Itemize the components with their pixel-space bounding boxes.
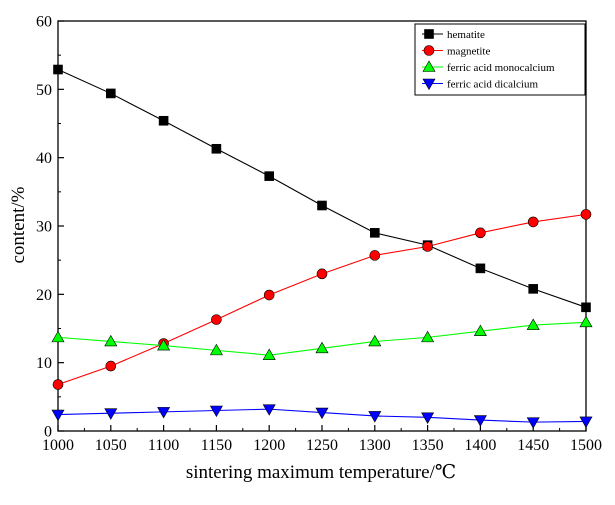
data-point-magnetite bbox=[316, 268, 328, 280]
x-tick-label: 1450 bbox=[517, 437, 549, 454]
x-tick-label: 1050 bbox=[95, 437, 127, 454]
legend-item: hematite bbox=[422, 29, 485, 41]
y-tick-label: 30 bbox=[36, 219, 52, 236]
data-point-ferric-acid-monocalcium bbox=[368, 334, 382, 347]
data-point-magnetite bbox=[52, 379, 64, 390]
data-point-magnetite bbox=[422, 241, 433, 252]
data-point-magnetite bbox=[105, 360, 117, 372]
x-tick-label: 1500 bbox=[570, 437, 602, 454]
legend-marker bbox=[422, 78, 436, 91]
legend-item: ferric acid monocalcium bbox=[422, 60, 555, 74]
data-point-hematite bbox=[475, 263, 486, 274]
data-point-ferric-acid-monocalcium bbox=[473, 324, 487, 337]
data-point-ferric-acid-dicalcium bbox=[315, 407, 329, 420]
x-tick-label: 1000 bbox=[42, 437, 74, 454]
y-tick-label: 60 bbox=[36, 14, 52, 31]
y-axis-title: content/% bbox=[8, 186, 29, 263]
data-point-hematite bbox=[264, 171, 275, 181]
data-point-ferric-acid-dicalcium bbox=[579, 416, 593, 429]
data-point-ferric-acid-dicalcium bbox=[526, 417, 540, 429]
data-point-ferric-acid-dicalcium bbox=[421, 412, 435, 424]
legend-marker bbox=[422, 60, 436, 72]
data-point-magnetite bbox=[369, 250, 381, 261]
x-tick-label: 1150 bbox=[201, 437, 232, 454]
x-axis-title: sintering maximum temperature/℃ bbox=[186, 462, 456, 483]
data-point-hematite bbox=[581, 302, 591, 313]
y-tick-label: 0 bbox=[44, 424, 52, 441]
series-ferric-acid-monocalcium bbox=[51, 315, 593, 360]
data-point-ferric-acid-monocalcium bbox=[526, 318, 540, 330]
y-tick-label: 10 bbox=[36, 355, 52, 372]
series-ferric-acid-dicalcium bbox=[51, 404, 593, 429]
legend-label: magnetite bbox=[447, 46, 490, 58]
x-tick-label: 1250 bbox=[306, 437, 338, 454]
data-point-ferric-acid-dicalcium bbox=[157, 407, 171, 419]
data-point-ferric-acid-monocalcium bbox=[51, 330, 65, 343]
legend-marker bbox=[424, 29, 434, 39]
data-point-magnetite bbox=[527, 216, 539, 228]
y-tick-label: 40 bbox=[36, 150, 52, 167]
y-tick-label: 20 bbox=[36, 287, 52, 304]
data-point-ferric-acid-monocalcium bbox=[104, 334, 118, 347]
legend-box bbox=[414, 23, 586, 96]
series-magnetite bbox=[52, 209, 592, 390]
data-point-hematite bbox=[528, 284, 539, 294]
data-point-ferric-acid-dicalcium bbox=[473, 415, 487, 427]
legend-label: hematite bbox=[447, 29, 485, 41]
data-point-ferric-acid-monocalcium bbox=[421, 330, 435, 343]
legend-item: magnetite bbox=[422, 45, 490, 58]
data-point-ferric-acid-monocalcium bbox=[579, 315, 593, 328]
data-point-ferric-acid-dicalcium bbox=[209, 405, 223, 418]
legend-marker bbox=[423, 45, 435, 56]
data-point-hematite bbox=[53, 64, 63, 75]
data-point-ferric-acid-dicalcium bbox=[51, 409, 65, 422]
x-tick-label: 1200 bbox=[253, 437, 285, 454]
x-tick-label: 1400 bbox=[464, 437, 496, 454]
data-point-hematite bbox=[369, 228, 380, 238]
y-tick-label: 50 bbox=[36, 82, 52, 99]
x-tick-label: 1300 bbox=[359, 437, 391, 454]
x-tick-label: 1350 bbox=[412, 437, 444, 454]
data-point-ferric-acid-dicalcium bbox=[104, 408, 118, 420]
data-point-ferric-acid-monocalcium bbox=[315, 341, 329, 354]
x-tick-label: 1100 bbox=[148, 437, 179, 454]
data-point-magnetite bbox=[211, 314, 222, 325]
data-point-magnetite bbox=[580, 209, 592, 220]
legend-label: ferric acid monocalcium bbox=[447, 62, 555, 74]
legend-label: ferric acid dicalcium bbox=[447, 79, 538, 91]
data-point-hematite bbox=[106, 88, 116, 99]
data-point-ferric-acid-monocalcium bbox=[157, 338, 171, 351]
data-point-hematite bbox=[158, 115, 169, 126]
data-point-hematite bbox=[211, 143, 222, 154]
data-point-hematite bbox=[317, 200, 327, 211]
data-point-magnetite bbox=[475, 227, 486, 239]
data-point-magnetite bbox=[263, 289, 275, 301]
series-line-magnetite bbox=[57, 213, 587, 386]
series-hematite bbox=[53, 64, 591, 313]
legend: hematite magnetite ferric acid monocalcium… bbox=[414, 23, 586, 96]
data-point-ferric-acid-monocalcium bbox=[209, 343, 223, 356]
legend-item: ferric acid dicalcium bbox=[422, 79, 538, 91]
data-point-ferric-acid-monocalcium bbox=[262, 348, 276, 360]
data-point-ferric-acid-dicalcium bbox=[262, 404, 276, 416]
data-point-ferric-acid-dicalcium bbox=[368, 411, 382, 423]
